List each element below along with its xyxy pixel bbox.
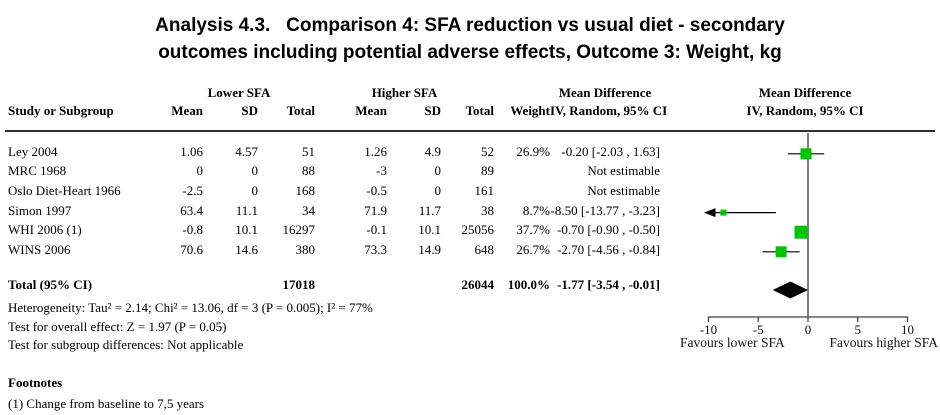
sd-lower: 10.1: [235, 222, 258, 238]
mean-higher: -0.5: [366, 182, 387, 198]
col-header-mean-higher: Mean: [355, 103, 387, 118]
total-lower: 34: [302, 202, 315, 218]
study-name: WINS 2006: [8, 241, 71, 257]
header-divider: [5, 130, 935, 132]
sd-higher: 0: [434, 163, 442, 179]
favours-left-label: Favours lower SFA: [680, 335, 785, 350]
col-header-total-higher: Total: [465, 103, 494, 118]
mean-higher: -0.1: [366, 222, 387, 238]
total-weight: 100.0%: [507, 276, 550, 292]
effect-square: [800, 148, 812, 160]
total-lower: 16297: [282, 222, 316, 238]
total-higher: 52: [481, 143, 494, 159]
mean-higher: 71.9: [364, 202, 387, 218]
heterogeneity-stats: Heterogeneity: Tau² = 2.14; Chi² = 13.06…: [8, 300, 373, 315]
col-header-study: Study or Subgroup: [8, 103, 114, 118]
total-lower: 88: [302, 163, 315, 179]
weight: 37.7%: [516, 222, 550, 238]
effect-square: [794, 225, 808, 239]
subgroup-test: Test for subgroup differences: Not appli…: [8, 337, 244, 352]
mean-lower: -2.5: [182, 182, 203, 198]
sd-lower: 11.1: [235, 202, 258, 218]
total-lower: 51: [302, 143, 315, 159]
sd-higher: 10.1: [418, 222, 441, 238]
mean-lower: -0.8: [182, 222, 203, 238]
total-higher: 161: [474, 182, 495, 198]
total-n-lower: 17018: [282, 276, 316, 292]
col-header-total-lower: Total: [286, 103, 315, 118]
col-header-weight: Weight: [510, 103, 550, 118]
study-rows: Ley 2004 1.06 4.57 51 1.26 4.9 52 26.9% …: [8, 142, 660, 260]
total-label: Total (95% CI): [8, 276, 93, 292]
md-ci: -0.20 [-2.03 , 1.63]: [561, 143, 660, 159]
total-n-higher: 26044: [461, 276, 495, 292]
sd-lower: 4.57: [235, 143, 258, 159]
mean-higher: 73.3: [364, 241, 387, 257]
sd-higher: 11.7: [418, 202, 441, 218]
col-header-sd-lower: SD: [241, 103, 258, 118]
col-header-sd-higher: SD: [424, 103, 441, 118]
pooled-diamond: [772, 281, 808, 299]
md-ci: Not estimable: [587, 163, 660, 179]
sd-lower: 0: [251, 163, 259, 179]
sd-higher: 4.9: [424, 143, 441, 159]
forest-plot-graph: -10 -5 0 5 10 Favours lower SFA Favours higher…: [680, 133, 938, 350]
group-header-higher-sfa: Higher SFA: [371, 85, 438, 100]
favours-right-label: Favours higher SFA: [829, 335, 938, 350]
md-stat-header-line2: IV, Random, 95% CI: [550, 103, 668, 118]
weight: 26.9%: [516, 143, 550, 159]
plot-header-line1: Mean Difference: [758, 85, 852, 100]
axis-tick-label: 10: [901, 322, 914, 337]
study-name: Simon 1997: [8, 202, 72, 218]
total-row: Total (95% CI) 17018 26044 100.0% -1.77 …: [8, 276, 660, 293]
study-name: MRC 1968: [8, 163, 67, 179]
footnote-1: (1) Change from baseline to 7,5 years: [8, 396, 205, 411]
effect-square: [720, 209, 727, 216]
total-md-ci: -1.77 [-3.54 , -0.01]: [557, 276, 660, 292]
total-higher: 648: [474, 241, 495, 257]
md-ci: -0.70 [-0.90 , -0.50]: [557, 222, 660, 238]
mean-lower: 1.06: [180, 143, 203, 159]
col-header-mean-lower: Mean: [171, 103, 203, 118]
sd-higher: 0: [434, 182, 442, 198]
overall-effect-test: Test for overall effect: Z = 1.97 (P = 0…: [8, 319, 227, 334]
md-ci: -2.70 [-4.56 , -0.84]: [557, 241, 660, 257]
total-lower: 168: [295, 182, 316, 198]
md-stat-header-line1: Mean Difference: [558, 85, 652, 100]
footnotes-heading: Footnotes: [8, 375, 63, 390]
ci-arrow-left: [704, 208, 716, 218]
md-ci: Not estimable: [587, 182, 660, 198]
sd-lower: 14.6: [235, 241, 258, 257]
mean-higher: 1.26: [364, 143, 387, 159]
axis-tick-label: -5: [753, 322, 764, 337]
study-name: Oslo Diet-Heart 1966: [8, 182, 121, 198]
total-higher: 38: [481, 202, 494, 218]
table-header: Lower SFA Higher SFA Mean Difference Stu…: [8, 84, 668, 120]
figure-title-line2: outcomes including potential adverse eff…: [158, 42, 782, 63]
group-header-lower-sfa: Lower SFA: [207, 85, 271, 100]
total-higher: 25056: [461, 222, 495, 238]
weight: 8.7%: [522, 202, 550, 218]
weight: 26.7%: [516, 241, 550, 257]
study-name: Ley 2004: [8, 143, 58, 159]
effect-square: [775, 246, 787, 258]
md-ci: -8.50 [-13.77 , -3.23]: [550, 202, 660, 218]
plot-header-line2: IV, Random, 95% CI: [746, 103, 864, 118]
mean-lower: 0: [196, 163, 204, 179]
sd-higher: 14.9: [418, 241, 441, 257]
axis-tick-label: 0: [805, 322, 812, 337]
axis-tick-label: -10: [700, 322, 717, 337]
mean-lower: 70.6: [180, 241, 203, 257]
total-higher: 89: [481, 163, 494, 179]
mean-higher: -3: [376, 163, 387, 179]
total-lower: 380: [295, 241, 316, 257]
figure-title-line1: Analysis 4.3. Comparison 4: SFA reductio…: [155, 15, 785, 36]
mean-lower: 63.4: [180, 202, 203, 218]
study-name: WHI 2006 (1): [8, 222, 82, 238]
axis-tick-label: 5: [855, 322, 862, 337]
plot-column-header: Mean Difference IV, Random, 95% CI: [690, 84, 920, 120]
sd-lower: 0: [251, 182, 259, 198]
figure-title: Analysis 4.3. Comparison 4: SFA reductio…: [0, 12, 940, 66]
